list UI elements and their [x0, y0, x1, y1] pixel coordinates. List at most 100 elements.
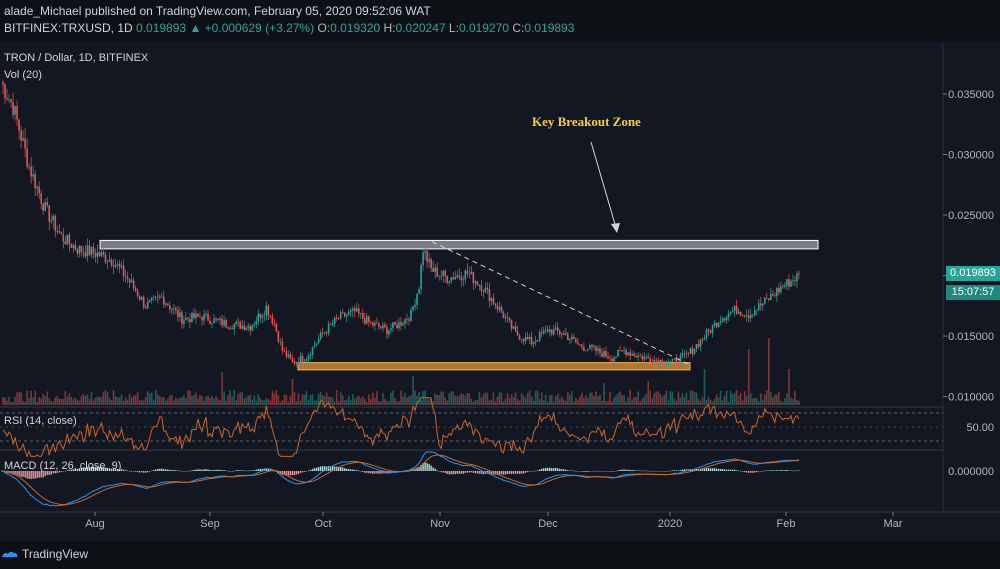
candle-body [231, 328, 233, 330]
candle-body [428, 259, 430, 262]
macd-histogram-bar [631, 469, 633, 471]
volume-bar [68, 393, 71, 405]
macd-histogram-bar [786, 469, 788, 471]
volume-bar [709, 399, 712, 405]
candle-body [150, 297, 153, 300]
candle-body [384, 324, 386, 328]
macd-histogram-bar [766, 470, 768, 471]
candle-body [691, 348, 694, 354]
macd-histogram-bar [629, 469, 631, 471]
macd-histogram-bar [211, 470, 213, 471]
macd-histogram-bar [633, 470, 635, 471]
macd-histogram-bar [179, 470, 181, 472]
candle-body [301, 356, 304, 362]
annotation-arrow[interactable] [590, 141, 618, 232]
macd-histogram-bar [382, 471, 384, 474]
brand-name[interactable]: TradingView [22, 547, 89, 561]
candle-body [571, 336, 573, 340]
candle-body [362, 313, 364, 319]
candle-body [790, 280, 792, 287]
volume-bar [295, 401, 298, 405]
macd-histogram-bar [134, 471, 137, 472]
macd-histogram-bar [364, 471, 366, 473]
macd-histogram-bar [549, 467, 551, 471]
candle-body [741, 315, 744, 317]
macd-histogram-bar [209, 469, 211, 471]
macd-histogram-bar [333, 466, 336, 471]
volume-bar [683, 396, 686, 405]
candle-body [478, 285, 481, 287]
volume-bar [589, 392, 591, 405]
macd-histogram-bar [295, 471, 298, 475]
macd-histogram-bar [299, 471, 302, 473]
volume-bar [179, 397, 181, 405]
annotation-text[interactable]: Key Breakout Zone [532, 114, 641, 129]
macd-histogram-bar [741, 471, 744, 472]
volume-bar [351, 394, 354, 405]
macd-histogram-bar [104, 467, 107, 471]
publisher-name[interactable]: alade_Michael [4, 4, 82, 18]
candle-body [480, 285, 483, 292]
candle-body [380, 326, 382, 329]
volume-bar [233, 390, 235, 405]
candle-body [78, 245, 81, 254]
volume-bar [639, 401, 641, 405]
candle-body [154, 296, 157, 298]
macd-histogram-bar [438, 471, 440, 472]
symbol-label[interactable]: BITFINEX:TRXUSD, 1D [4, 21, 133, 35]
macd-histogram-bar [563, 469, 565, 471]
macd-histogram-bar [796, 470, 798, 471]
candle-body [727, 313, 730, 318]
chart-canvas[interactable]: 0.0350000.0300000.0250000.0200000.015000… [0, 42, 1000, 541]
volume-bar [633, 397, 635, 405]
volume-legend[interactable]: Vol (20) [4, 69, 42, 81]
candle-body [633, 353, 635, 356]
candle-body [96, 252, 99, 257]
candle-body [392, 322, 394, 329]
rsi-legend[interactable]: RSI (14, close) [4, 415, 77, 427]
rsi-line [2, 397, 800, 458]
volume-bar [323, 396, 326, 405]
volume-bar [197, 398, 199, 405]
macd-histogram-bar [756, 471, 758, 473]
macd-histogram-bar [128, 470, 131, 472]
macd-histogram-bar [88, 467, 91, 471]
macd-histogram-bar [122, 469, 125, 471]
volume-bar [187, 390, 189, 405]
macd-histogram-bar [388, 471, 390, 474]
candle-body [761, 303, 764, 306]
macd-histogram-bar [331, 466, 334, 471]
volume-bar [217, 398, 219, 405]
candle-body [579, 343, 581, 345]
macd-histogram-bar [456, 471, 458, 474]
macd-histogram-bar [151, 470, 153, 472]
volume-bar [627, 397, 629, 405]
macd-histogram-bar [269, 469, 272, 471]
volume-bar [349, 400, 352, 405]
candle-body [124, 275, 127, 278]
volume-bar [623, 395, 625, 405]
candle-body [462, 279, 465, 281]
rsi-axis-tick: 50.00 [966, 422, 994, 434]
candle-body [64, 241, 67, 245]
candle-body [510, 320, 513, 329]
macd-histogram-bar [764, 470, 766, 472]
volume-bar [311, 394, 314, 405]
volume-bar [651, 398, 654, 405]
volume-bar [737, 395, 740, 405]
volume-bar [577, 399, 579, 405]
macd-legend[interactable]: MACD (12, 26, close, 9) [4, 460, 122, 472]
volume-bar [165, 400, 167, 405]
macd-histogram-bar [42, 471, 44, 478]
candle-body [221, 318, 223, 326]
macd-histogram-bar [217, 469, 219, 471]
macd-histogram-bar [143, 471, 145, 473]
volume-bar [476, 399, 479, 405]
candle-body [707, 329, 710, 331]
macd-histogram-bar [90, 466, 93, 471]
candle-body [90, 247, 93, 256]
macd-histogram-bar [235, 470, 237, 471]
symbol-legend[interactable]: TRON / Dollar, 1D, BITFINEX [4, 52, 149, 64]
macd-histogram-bar [64, 471, 67, 472]
candle-body [665, 363, 668, 365]
